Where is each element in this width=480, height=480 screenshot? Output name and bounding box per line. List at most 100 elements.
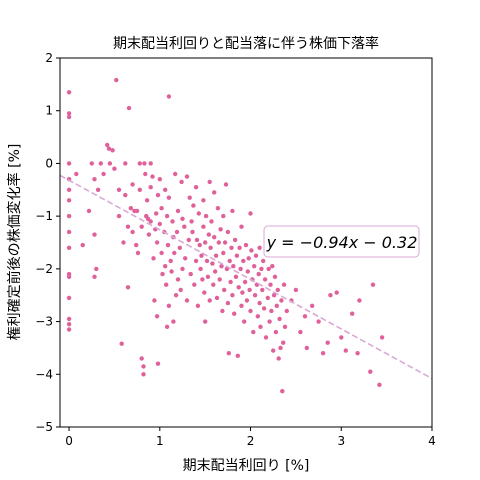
data-point <box>310 303 315 308</box>
data-point <box>357 298 362 303</box>
data-point <box>328 293 333 298</box>
data-point <box>143 171 148 177</box>
data-point <box>212 235 217 240</box>
data-point <box>220 308 225 314</box>
data-point <box>236 285 241 290</box>
data-point <box>66 90 72 95</box>
data-point <box>159 250 164 256</box>
data-point <box>137 161 142 166</box>
data-point <box>166 94 172 99</box>
data-point <box>207 298 212 303</box>
data-point <box>195 303 201 308</box>
data-point <box>164 213 170 219</box>
data-point <box>229 245 234 250</box>
chart-title: 期末配当利回りと配当落に伴う株価下落率 <box>113 35 379 52</box>
data-point <box>266 266 271 272</box>
data-point <box>92 232 97 237</box>
data-point <box>130 229 135 235</box>
data-point <box>232 237 238 243</box>
data-point <box>282 324 288 329</box>
data-point <box>166 303 172 308</box>
data-point <box>200 277 205 282</box>
data-point <box>130 182 135 187</box>
data-point <box>66 295 72 301</box>
data-point <box>173 293 179 298</box>
data-point <box>281 340 286 345</box>
x-tick-label: 4 <box>428 434 436 448</box>
x-tick-label: 1 <box>156 434 164 448</box>
y-tick-label: −5 <box>35 420 53 434</box>
data-point <box>249 248 254 253</box>
data-point <box>194 237 200 243</box>
data-point <box>246 256 251 261</box>
data-point <box>157 177 162 182</box>
data-point <box>240 290 245 295</box>
data-point <box>184 174 190 179</box>
data-point <box>226 351 231 356</box>
data-point <box>213 269 218 274</box>
data-point <box>203 240 208 245</box>
data-point <box>221 250 226 256</box>
data-point <box>222 240 228 245</box>
data-point <box>95 187 101 192</box>
data-point <box>214 295 220 301</box>
data-point <box>201 224 206 229</box>
data-point <box>258 324 263 329</box>
data-point <box>252 293 258 298</box>
data-point <box>242 279 248 285</box>
data-point <box>173 171 178 177</box>
data-point <box>267 319 272 324</box>
data-point <box>316 319 321 324</box>
data-point <box>142 161 147 166</box>
data-point <box>242 319 247 324</box>
data-point <box>125 224 131 229</box>
data-point <box>66 213 72 219</box>
data-point <box>92 274 97 279</box>
data-point <box>210 261 215 266</box>
data-point <box>169 269 174 274</box>
data-point <box>230 208 235 214</box>
y-tick-label: 2 <box>45 51 53 65</box>
data-point <box>80 242 85 248</box>
equation-box-frame <box>263 225 420 258</box>
data-point <box>177 245 182 250</box>
data-point <box>178 287 183 293</box>
data-point <box>216 240 221 245</box>
data-point <box>66 111 72 116</box>
data-point <box>256 271 261 277</box>
data-point <box>263 335 269 340</box>
data-point <box>92 177 97 182</box>
data-point <box>325 340 330 345</box>
data-point <box>237 245 242 250</box>
x-tick-label: 0 <box>65 434 73 448</box>
data-point <box>66 229 72 235</box>
data-point <box>304 345 309 351</box>
data-point <box>223 182 229 187</box>
data-point <box>66 114 72 120</box>
data-point <box>277 316 282 322</box>
data-point <box>293 287 299 293</box>
data-point <box>155 192 161 198</box>
data-point <box>244 298 250 303</box>
data-point <box>370 282 376 287</box>
data-point <box>163 264 168 269</box>
data-point <box>207 179 212 185</box>
data-point <box>66 274 72 279</box>
data-point <box>255 314 260 319</box>
data-point <box>148 219 153 224</box>
data-point <box>139 356 144 361</box>
data-point <box>74 171 79 177</box>
data-point <box>134 208 140 214</box>
data-point <box>112 166 117 171</box>
data-point <box>187 195 192 200</box>
data-point <box>148 185 153 190</box>
y-axis-label: 権利確定前後の株価変化率 [%] <box>6 144 23 341</box>
data-point <box>121 240 126 245</box>
data-point <box>66 316 72 322</box>
data-point <box>248 308 253 314</box>
data-point <box>144 198 150 203</box>
data-point <box>168 258 173 264</box>
data-point <box>114 77 119 83</box>
data-point <box>135 250 141 256</box>
data-point <box>222 287 227 293</box>
